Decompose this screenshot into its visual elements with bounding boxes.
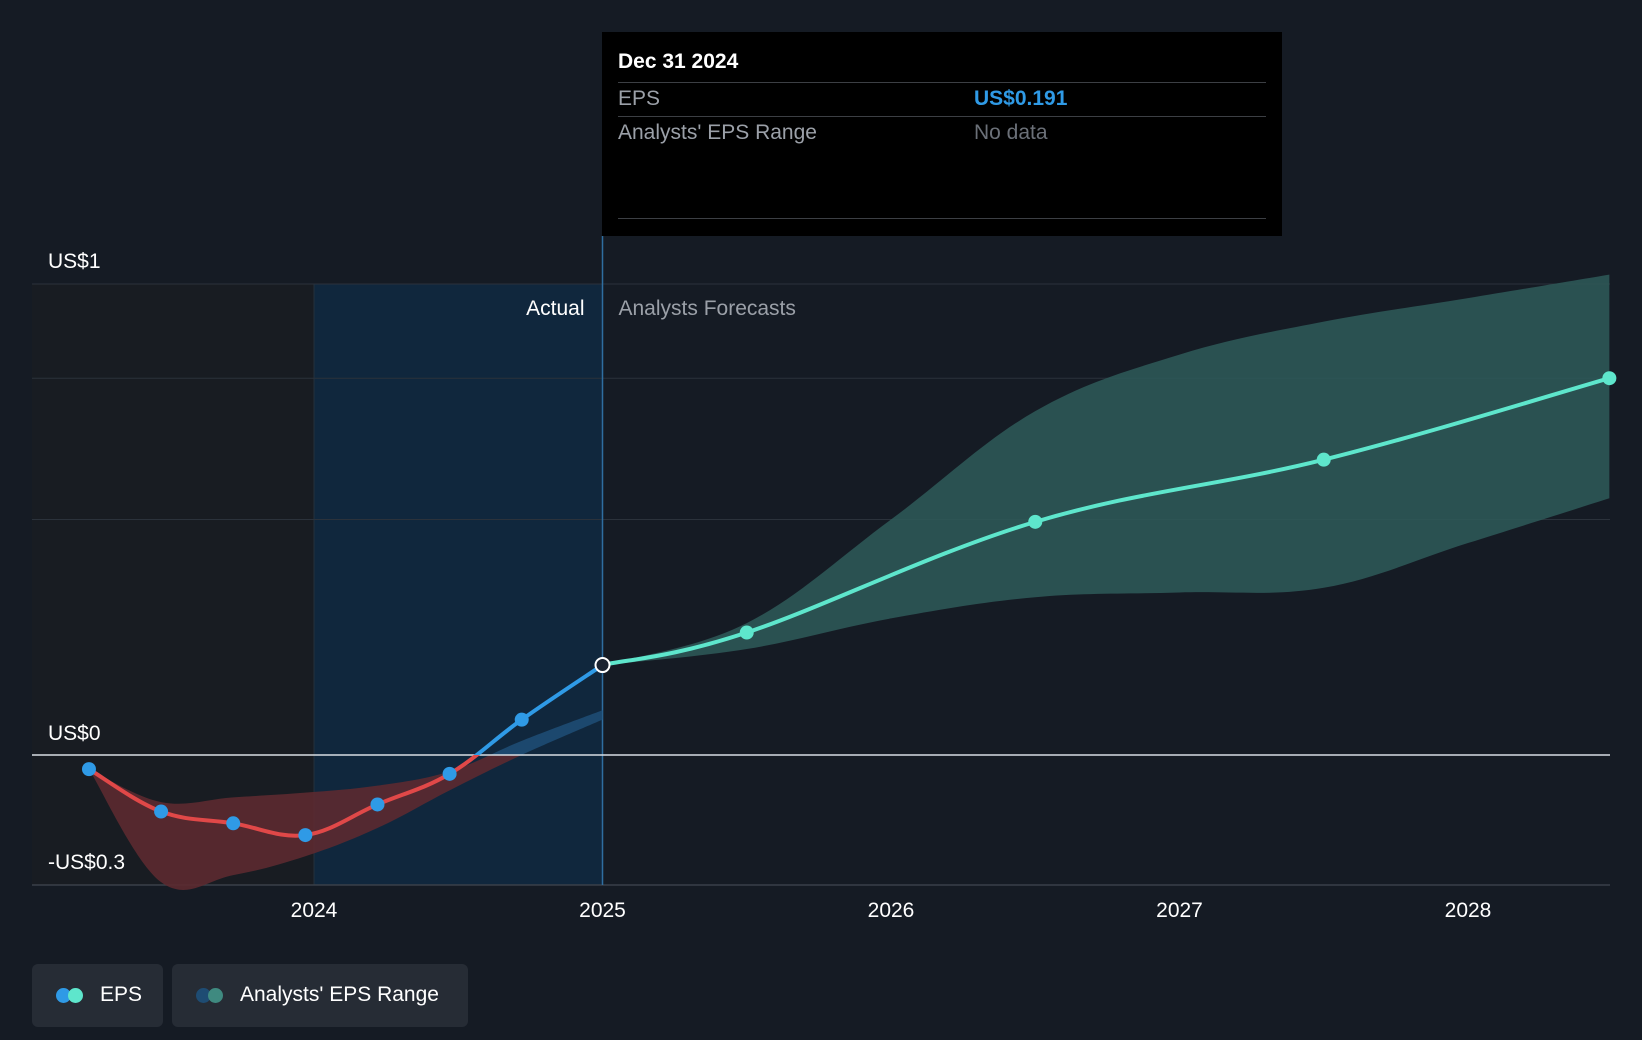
x-tick-label: 2028 [1445,899,1492,922]
past-region [32,284,314,885]
x-tick-label: 2024 [291,899,338,922]
past-range-band-positive [489,710,603,755]
tooltip: Dec 31 2024 EPS US$0.191 Analysts' EPS R… [602,32,1282,236]
legend-range-dot-forecast-icon [208,988,223,1003]
y-tick-label: US$0 [48,722,101,745]
tooltip-eps-label: EPS [618,87,661,110]
tooltip-date: Dec 31 2024 [618,50,739,73]
legend-eps-dot-past-icon [56,988,71,1003]
tooltip-range-value: No data [974,121,1048,144]
eps-actual-point [226,816,241,831]
eps-forecast-point [1602,371,1617,386]
eps-actual-point [81,762,96,777]
legend-range-label: Analysts' EPS Range [240,983,439,1006]
eps-actual-point [442,766,457,781]
legend-eps-label: EPS [100,983,143,1006]
legend-eps[interactable]: EPS [32,964,163,1027]
eps-actual-point [298,828,313,843]
eps-forecast-line [602,376,1610,667]
eps-actual-point [154,804,169,819]
tooltip-row-range: Analysts' EPS Range No data [618,116,1266,151]
eps-forecast-point [1316,452,1331,467]
tooltip-row-eps: EPS US$0.191 [618,82,1266,117]
x-tick-label: 2025 [579,899,626,922]
tooltip-eps-value: US$0.191 [974,87,1068,110]
section-label-forecast: Analysts Forecasts [619,297,796,320]
y-tick-label: US$1 [48,250,101,273]
eps-forecast-point [739,625,754,640]
x-tick-label: 2027 [1156,899,1203,922]
legend-range[interactable]: Analysts' EPS Range [172,964,468,1027]
forecast-range-band [602,274,1610,666]
y-tick-label: -US$0.3 [48,851,125,874]
eps-point-selected [594,657,611,674]
section-label-actual: Actual [526,297,584,320]
eps-actual-point [370,797,385,812]
tooltip-divider [618,218,1266,219]
legend-eps-dot-forecast-icon [68,988,83,1003]
x-tick-label: 2026 [868,899,915,922]
eps-forecast-point [1028,514,1043,529]
tooltip-range-label: Analysts' EPS Range [618,121,817,144]
eps-actual-point [514,712,529,727]
legend-range-dot-past-icon [196,988,211,1003]
